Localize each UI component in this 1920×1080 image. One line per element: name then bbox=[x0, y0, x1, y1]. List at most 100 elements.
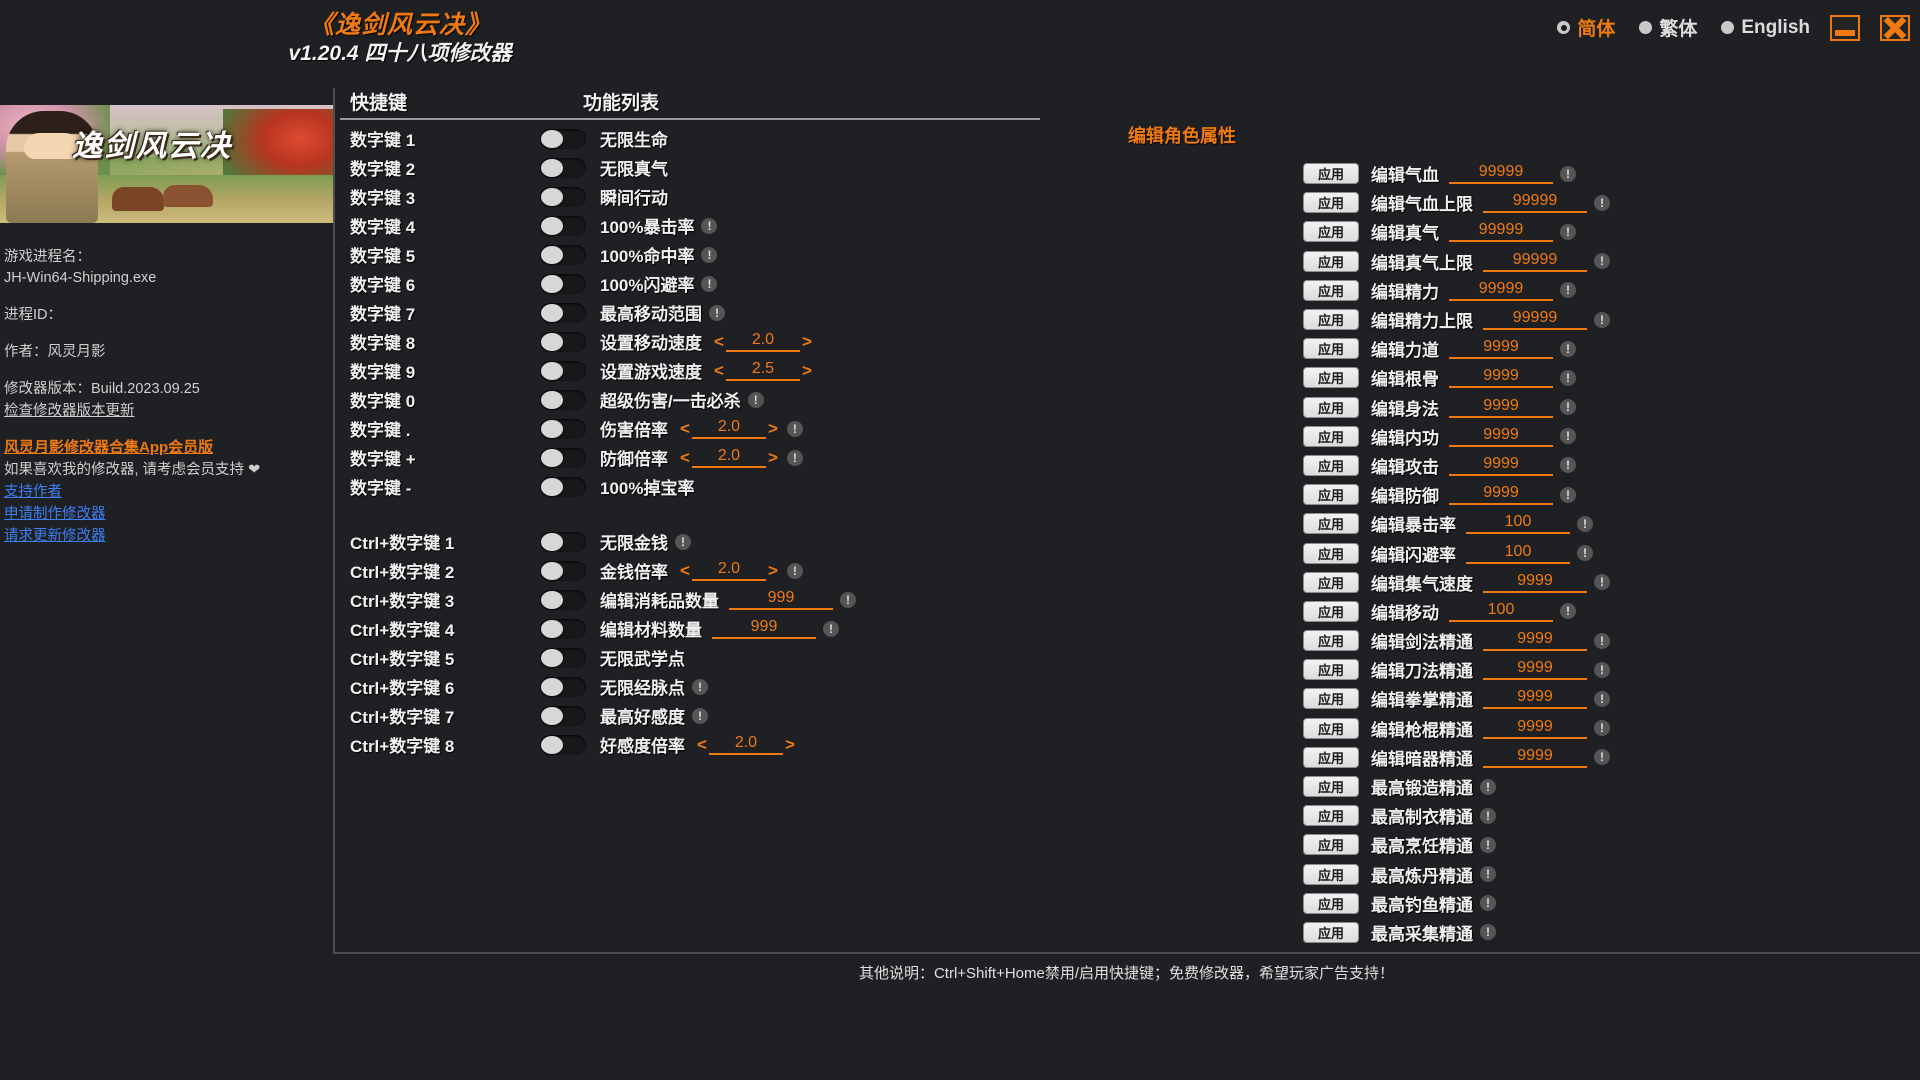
apply-button[interactable]: 应用 bbox=[1303, 659, 1359, 681]
attribute-value-input[interactable]: 9999 bbox=[1483, 718, 1587, 739]
stepper-increment-icon[interactable]: > bbox=[801, 360, 812, 380]
stepper-decrement-icon[interactable]: < bbox=[714, 360, 724, 380]
radio-selected-icon[interactable] bbox=[1557, 21, 1571, 34]
stepper-value[interactable]: 2.0 bbox=[691, 418, 766, 439]
attribute-value-input[interactable]: 9999 bbox=[1449, 338, 1553, 360]
warning-icon[interactable]: ! bbox=[1594, 720, 1610, 737]
stepper-increment-icon[interactable]: > bbox=[801, 331, 812, 351]
feature-number-input[interactable]: 999 bbox=[729, 589, 833, 610]
attribute-value-input[interactable]: 99999 bbox=[1449, 163, 1553, 185]
attribute-value-input[interactable]: 9999 bbox=[1483, 630, 1587, 652]
warning-icon[interactable]: ! bbox=[1480, 924, 1496, 941]
warning-icon[interactable]: ! bbox=[1480, 895, 1496, 912]
warning-icon[interactable]: ! bbox=[1560, 223, 1576, 240]
warning-icon[interactable]: ! bbox=[786, 562, 803, 579]
stepper-value[interactable]: 2.0 bbox=[708, 734, 783, 755]
apply-button[interactable]: 应用 bbox=[1303, 688, 1359, 710]
warning-icon[interactable]: ! bbox=[823, 620, 839, 637]
stepper-increment-icon[interactable]: > bbox=[767, 447, 778, 467]
stepper-decrement-icon[interactable]: < bbox=[714, 331, 724, 351]
attribute-value-input[interactable]: 100 bbox=[1466, 543, 1570, 564]
feature-toggle[interactable] bbox=[540, 447, 586, 468]
close-icon[interactable] bbox=[1880, 14, 1910, 41]
minimize-icon[interactable] bbox=[1830, 14, 1860, 41]
warning-icon[interactable]: ! bbox=[786, 420, 803, 437]
warning-icon[interactable]: ! bbox=[1560, 340, 1576, 357]
attribute-value-input[interactable]: 9999 bbox=[1449, 455, 1553, 476]
warning-icon[interactable]: ! bbox=[1560, 428, 1576, 445]
feature-toggle[interactable] bbox=[540, 128, 586, 149]
apply-button[interactable]: 应用 bbox=[1303, 396, 1359, 418]
warning-icon[interactable]: ! bbox=[1560, 486, 1576, 503]
apply-button[interactable]: 应用 bbox=[1303, 805, 1359, 827]
apply-button[interactable]: 应用 bbox=[1303, 892, 1359, 914]
warning-icon[interactable]: ! bbox=[1577, 545, 1593, 562]
support-author-link[interactable]: 支持作者 bbox=[4, 484, 62, 500]
apply-button[interactable]: 应用 bbox=[1303, 454, 1359, 476]
feature-number-input[interactable]: 999 bbox=[712, 618, 816, 639]
warning-icon[interactable]: ! bbox=[692, 707, 708, 724]
check-update-link[interactable]: 检查修改器版本更新 bbox=[4, 403, 135, 419]
feature-toggle[interactable] bbox=[540, 531, 586, 552]
attribute-value-input[interactable]: 9999 bbox=[1483, 747, 1587, 768]
apply-button[interactable]: 应用 bbox=[1303, 484, 1359, 506]
attribute-value-input[interactable]: 9999 bbox=[1483, 572, 1587, 593]
warning-icon[interactable]: ! bbox=[1594, 749, 1610, 766]
feature-toggle[interactable] bbox=[540, 273, 586, 294]
warning-icon[interactable]: ! bbox=[1560, 457, 1576, 474]
radio-unselected-icon[interactable] bbox=[1721, 21, 1735, 34]
apply-button[interactable]: 应用 bbox=[1303, 338, 1359, 360]
stepper-value[interactable]: 2.0 bbox=[725, 331, 800, 352]
attribute-value-input[interactable]: 9999 bbox=[1449, 367, 1553, 389]
feature-toggle[interactable] bbox=[540, 360, 586, 381]
feature-toggle[interactable] bbox=[540, 418, 586, 439]
warning-icon[interactable]: ! bbox=[747, 391, 764, 408]
radio-unselected-icon[interactable] bbox=[1639, 21, 1653, 34]
stepper-decrement-icon[interactable]: < bbox=[680, 560, 690, 580]
warning-icon[interactable]: ! bbox=[701, 275, 718, 292]
apply-button[interactable]: 应用 bbox=[1303, 717, 1359, 739]
feature-toggle[interactable] bbox=[540, 157, 586, 178]
feature-toggle[interactable] bbox=[540, 302, 586, 323]
feature-toggle[interactable] bbox=[540, 560, 586, 581]
apply-button[interactable]: 应用 bbox=[1303, 834, 1359, 856]
apply-button[interactable]: 应用 bbox=[1303, 630, 1359, 652]
warning-icon[interactable]: ! bbox=[1480, 807, 1496, 824]
apply-button[interactable]: 应用 bbox=[1303, 776, 1359, 798]
stepper-increment-icon[interactable]: > bbox=[767, 560, 778, 580]
apply-button[interactable]: 应用 bbox=[1303, 309, 1359, 331]
feature-toggle[interactable] bbox=[540, 389, 586, 410]
feature-toggle[interactable] bbox=[540, 705, 586, 726]
warning-icon[interactable]: ! bbox=[1560, 165, 1576, 182]
warning-icon[interactable]: ! bbox=[1594, 574, 1610, 591]
attribute-value-input[interactable]: 100 bbox=[1466, 513, 1570, 535]
apply-button[interactable]: 应用 bbox=[1303, 746, 1359, 768]
stepper-value[interactable]: 2.0 bbox=[691, 560, 766, 581]
warning-icon[interactable]: ! bbox=[840, 591, 856, 608]
apply-button[interactable]: 应用 bbox=[1303, 250, 1359, 272]
language-option-simplified[interactable]: 简体 bbox=[1557, 14, 1615, 41]
stepper-increment-icon[interactable]: > bbox=[784, 734, 795, 754]
warning-icon[interactable]: ! bbox=[1594, 194, 1610, 211]
warning-icon[interactable]: ! bbox=[1577, 515, 1593, 532]
warning-icon[interactable]: ! bbox=[1560, 369, 1576, 386]
warning-icon[interactable]: ! bbox=[1594, 690, 1610, 707]
warning-icon[interactable]: ! bbox=[786, 449, 803, 466]
feature-toggle[interactable] bbox=[540, 476, 586, 497]
warning-icon[interactable]: ! bbox=[709, 304, 725, 321]
warning-icon[interactable]: ! bbox=[1594, 632, 1610, 649]
apply-button[interactable]: 应用 bbox=[1303, 192, 1359, 214]
attribute-value-input[interactable]: 9999 bbox=[1449, 426, 1553, 447]
warning-icon[interactable]: ! bbox=[1480, 866, 1496, 883]
apply-button[interactable]: 应用 bbox=[1303, 367, 1359, 389]
warning-icon[interactable]: ! bbox=[701, 217, 718, 234]
warning-icon[interactable]: ! bbox=[1560, 399, 1576, 416]
warning-icon[interactable]: ! bbox=[701, 246, 718, 263]
attribute-value-input[interactable]: 99999 bbox=[1449, 280, 1553, 301]
apply-button[interactable]: 应用 bbox=[1303, 279, 1359, 301]
language-option-english[interactable]: English bbox=[1721, 17, 1810, 39]
attribute-value-input[interactable]: 99999 bbox=[1483, 192, 1587, 214]
feature-toggle[interactable] bbox=[540, 734, 586, 755]
apply-button[interactable]: 应用 bbox=[1303, 513, 1359, 535]
warning-icon[interactable]: ! bbox=[1594, 661, 1610, 678]
